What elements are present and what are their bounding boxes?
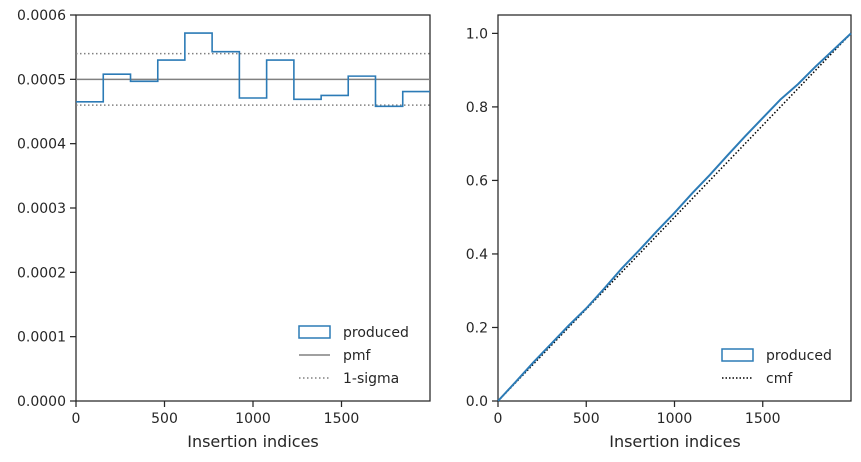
x-tick-label: 1500 — [745, 411, 781, 427]
x-tick-label: 1000 — [657, 411, 693, 427]
legend-produced-swatch — [298, 325, 331, 339]
y-tick-label: 0.6 — [466, 173, 488, 189]
y-tick-label: 1.0 — [466, 26, 488, 42]
legend-produced-label: produced — [343, 325, 409, 341]
legend-produced-swatch — [721, 348, 754, 362]
y-tick-label: 0.0006 — [17, 8, 66, 24]
left-plot-frame — [75, 14, 431, 402]
left-x-axis-label: Insertion indices — [187, 432, 319, 451]
left-y-ticks: 0.0000 0.0001 0.0002 0.0003 0.0004 0.0005 0.00… — [17, 8, 76, 410]
y-tick-label: 0.0004 — [17, 137, 66, 153]
produced-cumulative-line — [497, 32, 852, 402]
legend-sigma-label: 1-sigma — [343, 371, 399, 387]
legend-pmf-label: pmf — [343, 348, 372, 364]
right-x-axis-label: Insertion indices — [609, 432, 741, 451]
right-x-ticks: 0 500 1000 1500 — [494, 401, 781, 427]
x-tick-label: 0 — [494, 411, 503, 427]
cmf-panel: 0 500 1000 1500 0.0 0.2 0.4 0.6 0.8 1.0 Insertio… — [466, 14, 852, 451]
x-tick-label: 500 — [151, 411, 178, 427]
legend-produced-label: produced — [766, 348, 832, 364]
left-legend: produced pmf 1-sigma — [298, 325, 409, 387]
right-legend: produced cmf — [721, 348, 832, 387]
produced-histogram — [76, 32, 430, 108]
y-tick-label: 0.0003 — [17, 201, 66, 217]
y-tick-label: 0.2 — [466, 320, 488, 336]
x-tick-label: 0 — [72, 411, 81, 427]
y-tick-label: 0.4 — [466, 247, 488, 263]
y-tick-label: 0.0 — [466, 394, 488, 410]
right-y-ticks: 0.0 0.2 0.4 0.6 0.8 1.0 — [466, 26, 498, 410]
y-tick-label: 0.0002 — [17, 265, 66, 281]
x-tick-label: 1000 — [235, 411, 271, 427]
y-tick-label: 0.0000 — [17, 394, 66, 410]
y-tick-label: 0.0001 — [17, 330, 66, 346]
y-tick-label: 0.0005 — [17, 72, 66, 88]
left-x-ticks: 0 500 1000 1500 — [72, 401, 360, 427]
legend-cmf-label: cmf — [766, 371, 793, 387]
cmf-line — [497, 32, 852, 402]
y-tick-label: 0.8 — [466, 100, 488, 116]
pmf-histogram-panel: 0 500 1000 1500 0.00000.00010.00020.00030.0… — [17, 8, 431, 451]
x-tick-label: 1500 — [324, 411, 360, 427]
x-tick-label: 500 — [573, 411, 600, 427]
